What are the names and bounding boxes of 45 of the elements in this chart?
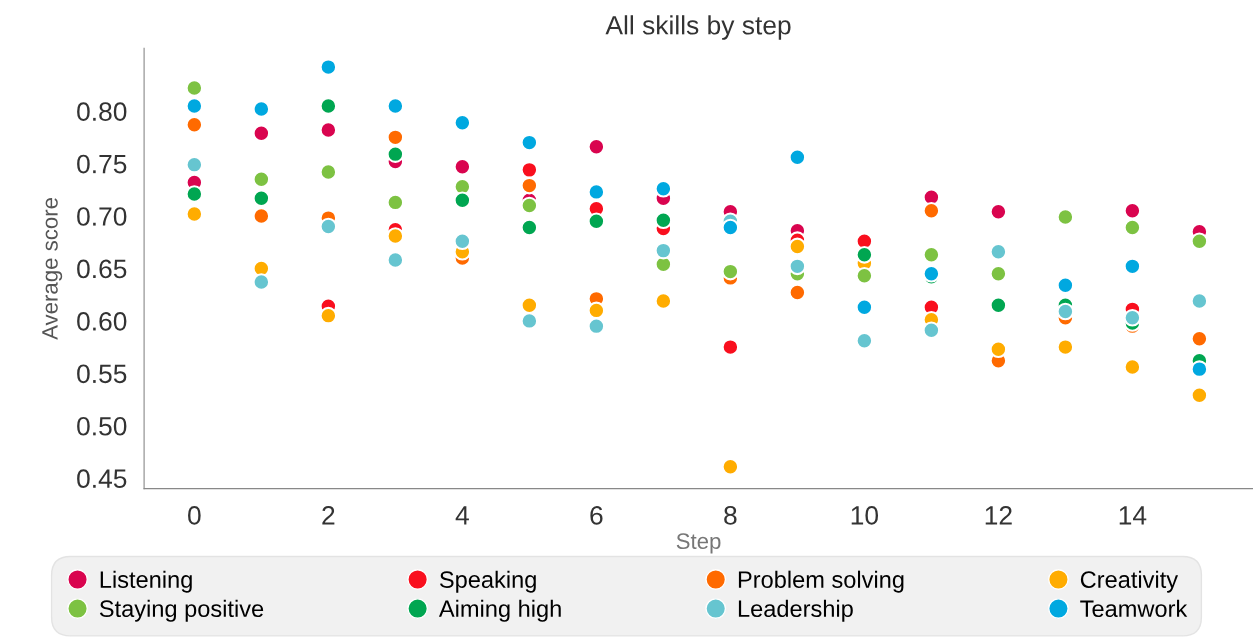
point <box>989 296 1008 314</box>
y-tick-label: 0.50 <box>77 416 127 436</box>
point <box>922 246 941 264</box>
x-tick-label: 2 <box>322 506 335 525</box>
legend-label: Leadership <box>738 599 853 622</box>
point <box>1123 218 1142 237</box>
x-tick-label: 8 <box>724 506 737 525</box>
point <box>587 317 606 335</box>
point <box>788 257 807 276</box>
point <box>1056 302 1075 321</box>
point <box>855 246 874 264</box>
point <box>1190 232 1209 250</box>
point <box>788 237 807 256</box>
y-tick-label: 0.65 <box>77 259 127 279</box>
x-tick-label: 4 <box>455 506 469 525</box>
x-tick-label: 10 <box>851 506 879 525</box>
legend-label: Creativity <box>1080 570 1179 593</box>
x-tick-label: 14 <box>1119 506 1147 525</box>
y-tick-label: 0.60 <box>77 312 127 331</box>
point <box>788 283 807 302</box>
point <box>989 203 1008 221</box>
y-axis-title: Average score <box>42 197 63 340</box>
legend-label: Problem solving <box>738 570 904 593</box>
x-tick-label: 12 <box>985 506 1012 525</box>
legend-label: Teamwork <box>1080 599 1188 618</box>
point <box>1123 308 1142 327</box>
legend-label: Staying positive <box>99 599 264 622</box>
point <box>1190 360 1209 378</box>
y-tick-label: 0.55 <box>77 364 127 384</box>
y-tick-label: 0.70 <box>77 207 127 226</box>
point <box>654 211 673 230</box>
x-tick-label: 6 <box>590 506 603 525</box>
y-tick-label: 0.45 <box>77 469 127 489</box>
y-tick-label: 0.80 <box>77 102 127 121</box>
point <box>989 340 1008 359</box>
legend-label: Aiming high <box>438 599 561 622</box>
x-axis-title: Step <box>676 533 721 554</box>
legend-label: Speaking <box>439 570 536 593</box>
point <box>855 332 874 350</box>
legend-label: Listening <box>100 570 192 593</box>
y-tick-label: 0.75 <box>77 154 127 174</box>
point <box>922 201 941 220</box>
point <box>855 266 874 285</box>
x-tick-label: 0 <box>188 506 201 525</box>
chart-title: All skills by step <box>605 15 791 40</box>
